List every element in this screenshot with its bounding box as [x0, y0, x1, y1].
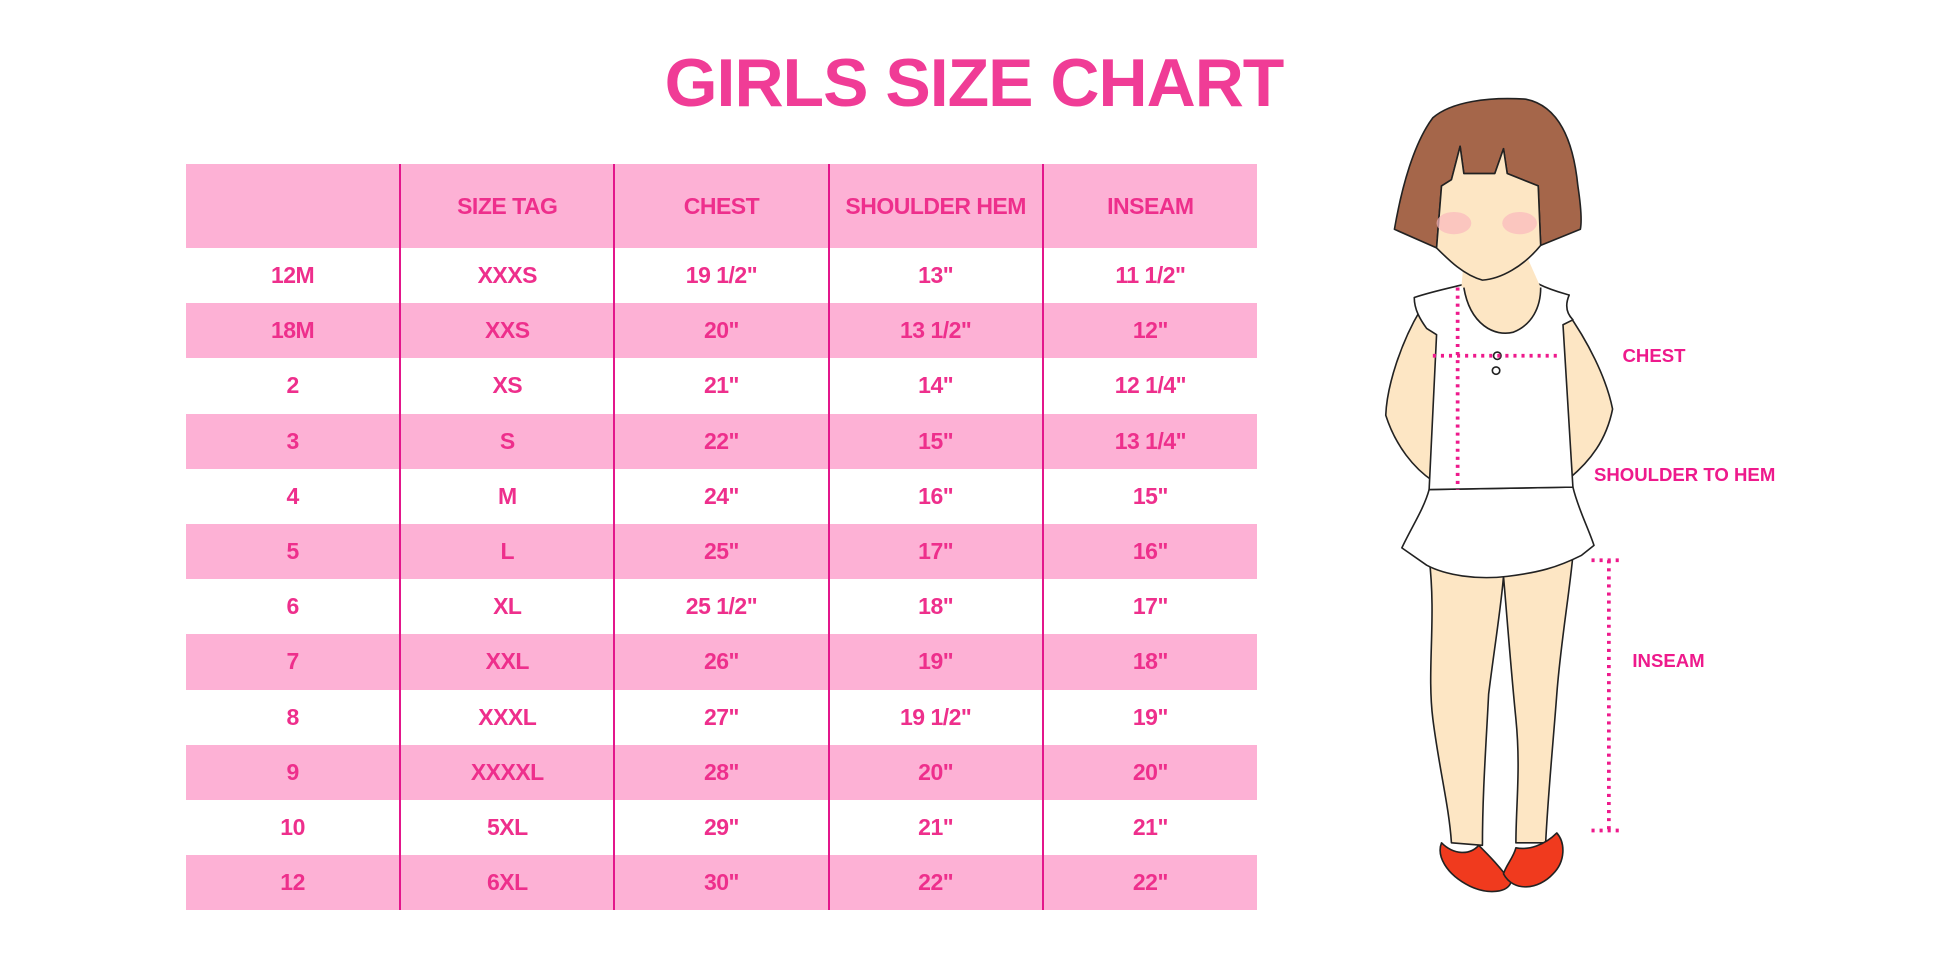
table-cell: 22" — [1041, 855, 1257, 911]
table-cell: 16" — [827, 468, 1043, 524]
title-text: GIRLS SIZE CHART — [664, 45, 1285, 121]
table-cell: 16" — [1041, 523, 1257, 580]
table-cell: 24" — [613, 468, 829, 524]
table-row: 7 XXL 26" 19" 18" — [186, 634, 1257, 690]
table-row: 12 6XL 30" 22" 22" — [186, 855, 1257, 911]
table-cell: 15" — [1041, 468, 1257, 524]
table-cell: 4 — [286, 482, 299, 509]
table-cell: 9 — [186, 744, 401, 800]
table-cell: 25 1/2" — [613, 579, 829, 635]
table-cell: 5 — [186, 523, 401, 580]
table-cell: 11 1/2" — [1041, 248, 1257, 304]
table-row: 6 XL 25 1/2" 18" 17" — [186, 579, 1257, 635]
table-row: 3 S 22" 15" 13 1/4" — [186, 413, 1257, 469]
shoulder-to-hem-label: SHOULDER TO HEM — [1594, 464, 1775, 485]
table-cell: 29" — [613, 799, 829, 856]
table-cell: XXXXL — [399, 744, 615, 800]
table-cell: 12 — [186, 855, 401, 911]
table-cell: 7 — [186, 634, 401, 690]
table-cell: L — [399, 523, 615, 580]
left-shoe — [1439, 842, 1512, 893]
table-cell: 6XL — [399, 855, 615, 911]
table-cell: 20" — [613, 303, 829, 359]
right-cheek — [1502, 211, 1537, 235]
neck — [1461, 254, 1541, 288]
table-cell: 6 — [286, 593, 299, 620]
table-cell: 27" — [613, 689, 829, 745]
table-row: 18M XXS 20" 13 1/2" 12" — [186, 303, 1257, 359]
table-cell: XXXL — [399, 689, 615, 745]
size-table: SIZE TAG CHEST SHOULDER HEM INSEAM 12M XXXS 1… — [186, 164, 1257, 911]
table-row: 8 XXXL 27" 19 1/2" 19" — [186, 689, 1257, 745]
table-cell: 10 — [280, 813, 305, 840]
column-header: SHOULDER HEM — [827, 164, 1043, 248]
skirt — [1401, 486, 1595, 579]
table-cell: 19 1/2" — [827, 689, 1043, 745]
right-shoe — [1502, 832, 1564, 888]
table-row: 9 XXXXL 28" 20" 20" — [186, 744, 1257, 800]
table-cell: 14" — [827, 358, 1043, 414]
table-cell: XS — [399, 358, 615, 414]
table-cell: 25" — [613, 523, 829, 580]
column-header: INSEAM — [1041, 164, 1257, 248]
table-cell: 30" — [613, 855, 829, 911]
table-cell: XXL — [399, 634, 615, 690]
table-cell: 19 1/2" — [613, 248, 829, 304]
table-cell: 15" — [827, 413, 1043, 469]
table-cell: M — [399, 468, 615, 524]
right-arm — [1559, 309, 1614, 480]
table-cell: 17" — [827, 523, 1043, 580]
table-cell: 13" — [827, 248, 1043, 304]
table-cell: 2 — [286, 372, 299, 399]
table-cell: 20" — [1041, 744, 1257, 800]
shirt — [1413, 283, 1574, 491]
table-cell: 13 1/4" — [1041, 413, 1257, 469]
inseam-label: INSEAM — [1632, 650, 1704, 671]
table-cell: 18M — [186, 303, 401, 359]
table-cell: 17" — [1041, 579, 1257, 635]
table-cell: XXS — [399, 303, 615, 359]
page-title: GIRLS SIZE CHART — [0, 44, 1946, 122]
table-cell: 19" — [827, 634, 1043, 690]
column-header: SIZE TAG — [399, 164, 615, 248]
table-row: 4 M 24" 16" 15" — [186, 468, 1257, 524]
table-cell: 21" — [827, 799, 1043, 856]
table-cell: 19" — [1041, 689, 1257, 745]
column-header: CHEST — [613, 164, 829, 248]
table-cell: 12 1/4" — [1041, 358, 1257, 414]
table-cell: 21" — [613, 358, 829, 414]
table-cell: 28" — [613, 744, 829, 800]
header-row: SIZE TAG CHEST SHOULDER HEM INSEAM — [186, 164, 1257, 248]
table-cell: 20" — [827, 744, 1043, 800]
table-cell: 5XL — [399, 799, 615, 856]
table-cell: XL — [399, 579, 615, 635]
table-cell: 8 — [286, 703, 299, 730]
table-row: 12M XXXS 19 1/2" 13" 11 1/2" — [186, 248, 1257, 304]
table-cell: 3 — [186, 413, 401, 469]
legs — [1428, 554, 1574, 847]
left-arm — [1384, 309, 1440, 482]
table-cell: 12M — [270, 262, 315, 289]
left-cheek — [1436, 211, 1472, 235]
table-cell: 18" — [1041, 634, 1257, 690]
table-cell: S — [399, 413, 615, 469]
table-cell: 21" — [1041, 799, 1257, 856]
table-cell: 22" — [613, 413, 829, 469]
column-header — [186, 164, 401, 248]
table-cell: 26" — [613, 634, 829, 690]
table-cell: XXXS — [399, 248, 615, 304]
table-row: 10 5XL 29" 21" 21" — [186, 799, 1257, 856]
face — [1435, 145, 1542, 281]
chest-label: CHEST — [1622, 345, 1686, 366]
table-cell: 18" — [827, 579, 1043, 635]
neckline — [1463, 287, 1542, 334]
table-cell: 22" — [827, 855, 1043, 911]
table-cell: 12" — [1041, 303, 1257, 359]
table-cell: 13 1/2" — [827, 303, 1043, 359]
table-row: 5 L 25" 17" 16" — [186, 523, 1257, 580]
table-row: 2 XS 21" 14" 12 1/4" — [186, 358, 1257, 414]
